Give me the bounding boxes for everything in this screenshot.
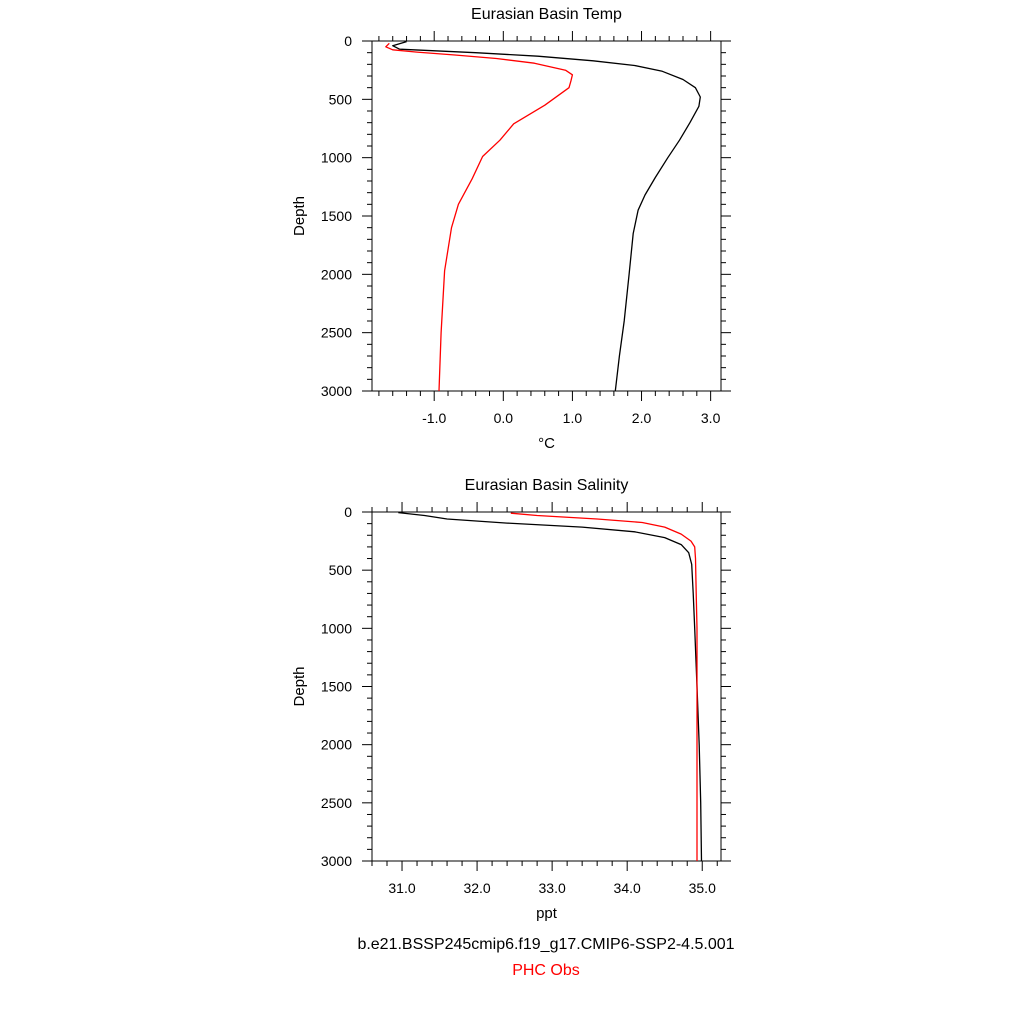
temp-y-tick-label: 1000 (321, 150, 352, 166)
salinity-x-tick-label: 35.0 (689, 880, 716, 896)
temp-model-series-line (392, 40, 701, 392)
temp-y-tick-label: 1500 (321, 208, 352, 224)
temp-x-axis-label: °C (538, 435, 555, 452)
temp-y-tick-label: 2500 (321, 325, 352, 341)
temp-y-tick-label: 3000 (321, 383, 352, 399)
temp-y-tick-label: 500 (329, 91, 353, 107)
salinity-x-tick-label: 34.0 (614, 880, 641, 896)
temp-x-tick-label: -1.0 (422, 410, 446, 426)
salinity-chart-title: Eurasian Basin Salinity (465, 477, 629, 494)
temp-obs-series-line (385, 42, 574, 392)
salinity-y-tick-label: 2000 (321, 737, 352, 753)
temp-plot-frame (371, 40, 722, 392)
salinity-y-tick-label: 3000 (321, 853, 352, 869)
salinity-x-tick-label: 32.0 (463, 880, 490, 896)
temp-y-tick-label: 2000 (321, 266, 352, 282)
temp-x-tick-label: 1.0 (563, 410, 583, 426)
salinity-y-tick-label: 500 (329, 562, 353, 578)
salinity-y-tick-label: 1500 (321, 679, 352, 695)
salinity-obs-series-line (510, 512, 698, 861)
salinity-plot-frame (371, 511, 722, 862)
temp-x-tick-label: 0.0 (494, 410, 514, 426)
temp-chart-title: Eurasian Basin Temp (471, 6, 622, 23)
salinity-x-tick-label: 31.0 (388, 880, 415, 896)
temp-y-tick-label: 0 (344, 33, 352, 49)
salinity-x-axis-label: ppt (536, 905, 558, 922)
salinity-y-tick-label: 0 (344, 504, 352, 520)
temp-x-tick-label: 2.0 (632, 410, 652, 426)
salinity-y-tick-label: 2500 (321, 795, 352, 811)
salinity-x-tick-label: 33.0 (539, 880, 566, 896)
legend-obs-label: PHC Obs (512, 962, 580, 979)
salinity-y-tick-label: 1000 (321, 620, 352, 636)
temp-y-axis-label: Depth (291, 196, 308, 236)
legend-model-label: b.e21.BSSP245cmip6.f19_g17.CMIP6-SSP2-4.… (357, 936, 735, 953)
salinity-model-series-line (398, 511, 703, 862)
salinity-y-axis-label: Depth (291, 666, 308, 706)
temp-x-tick-label: 3.0 (701, 410, 721, 426)
